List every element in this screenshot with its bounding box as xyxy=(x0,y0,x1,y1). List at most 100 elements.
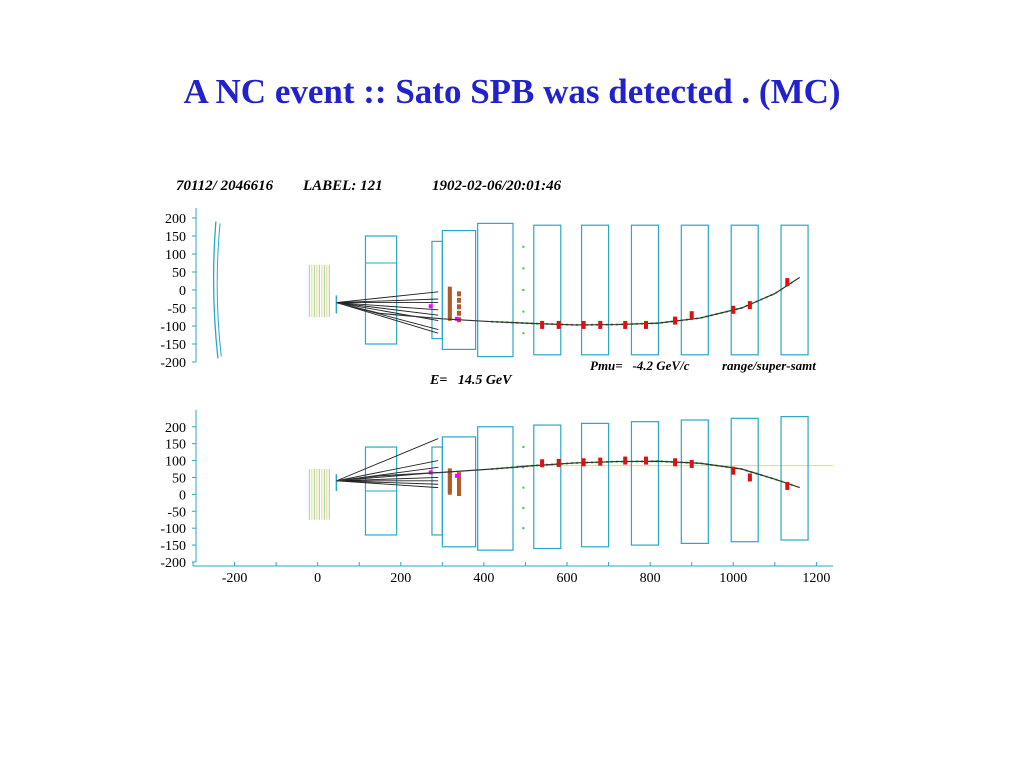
secondary-track xyxy=(336,480,439,485)
y-tick-label: 200 xyxy=(165,212,186,227)
muon-hit xyxy=(540,459,545,468)
hadron-deposit xyxy=(456,304,461,310)
muon-hit xyxy=(689,311,694,320)
detector-module xyxy=(364,235,398,345)
detector-module xyxy=(431,240,443,340)
y-tick-label: 150 xyxy=(165,438,186,453)
muon-hit xyxy=(673,316,678,325)
x-tick-label: 1200 xyxy=(802,571,830,586)
green-hit xyxy=(522,245,525,248)
secondary-track xyxy=(336,460,439,482)
event-timestamp: 1902-02-06/20:01:46 xyxy=(432,178,562,194)
detector-module xyxy=(533,224,562,356)
detector-module xyxy=(533,424,562,550)
green-hit xyxy=(522,527,525,530)
secondary-track xyxy=(336,480,439,489)
muon-track xyxy=(336,460,800,489)
x-tick-label: 800 xyxy=(640,571,661,586)
magenta-hit xyxy=(454,473,459,478)
momentum-readout: Pmu= -4.2 GeV/c xyxy=(590,358,690,373)
y-tick-label: -150 xyxy=(160,338,186,353)
green-hit xyxy=(522,486,525,489)
y-tick-label: -100 xyxy=(160,320,186,335)
hadron-deposit xyxy=(456,291,461,297)
hadron-deposit xyxy=(456,481,461,487)
magenta-hit xyxy=(428,304,433,309)
hadron-deposit xyxy=(456,310,461,316)
y-tick-label: 50 xyxy=(172,471,186,486)
y-tick-label: 150 xyxy=(165,230,186,245)
muon-hit xyxy=(598,320,603,329)
detector-module xyxy=(780,416,809,541)
green-hit xyxy=(522,289,525,291)
x-tick-label: 200 xyxy=(390,571,411,586)
green-hit xyxy=(522,466,525,469)
hadron-deposit xyxy=(447,299,452,305)
y-tick-label: -150 xyxy=(160,539,186,554)
x-tick-label: 600 xyxy=(557,571,578,586)
hadron-deposit xyxy=(447,468,452,474)
muon-hit xyxy=(540,320,545,329)
muon-hit xyxy=(623,456,628,465)
muon-hit xyxy=(785,481,790,490)
y-tick-label: -200 xyxy=(160,556,186,571)
green-hit xyxy=(522,446,525,449)
hadron-deposit xyxy=(447,312,452,318)
event-id: 70112/ 2046616 xyxy=(176,178,274,194)
x-tick-label: 400 xyxy=(473,571,494,586)
detector-module xyxy=(477,222,514,358)
y-tick-label: 0 xyxy=(179,284,186,299)
y-tick-label: 200 xyxy=(165,421,186,436)
top-view-panel: 200 150 100 50 0 -50 -100 -150 -200 xyxy=(160,208,809,371)
energy-readout: E= 14.5 GeV xyxy=(429,373,513,388)
veto-wire xyxy=(212,221,219,359)
muon-hit xyxy=(747,301,752,310)
detector-module xyxy=(680,419,709,545)
hadron-deposit xyxy=(447,289,452,295)
secondary-track xyxy=(336,291,439,304)
detector-module xyxy=(580,224,610,356)
secondary-track xyxy=(336,298,439,304)
y-tick-label: 100 xyxy=(165,455,186,470)
secondary-track xyxy=(336,438,439,482)
event-label: LABEL: 121 xyxy=(302,178,383,194)
x-tick-label: 0 xyxy=(314,571,321,586)
detector-module xyxy=(630,421,660,546)
green-hit xyxy=(522,310,525,313)
reconstruction-method: range/super-samt xyxy=(722,358,816,373)
secondary-track xyxy=(336,302,439,334)
slide-title: A NC event :: Sato SPB was detected . (M… xyxy=(183,72,841,111)
detector-module xyxy=(730,417,759,543)
muon-hit xyxy=(643,320,648,329)
magenta-hit xyxy=(454,316,459,321)
hadron-deposit xyxy=(456,486,461,492)
muon-hit xyxy=(731,466,736,475)
hadron-deposit xyxy=(447,309,452,315)
veto-wire xyxy=(216,223,222,357)
hadron-deposit xyxy=(447,293,452,299)
hadron-deposit xyxy=(456,476,461,482)
detector-module xyxy=(431,446,443,536)
secondary-track xyxy=(336,302,439,322)
y-tick-label: -200 xyxy=(160,356,186,371)
muon-hit xyxy=(673,458,678,467)
muon-hit xyxy=(643,456,648,465)
x-tick-label: 1000 xyxy=(719,571,747,586)
y-tick-label: 100 xyxy=(165,248,186,263)
muon-hit xyxy=(689,459,694,468)
detector-module xyxy=(630,224,660,356)
hadron-deposit xyxy=(456,491,461,497)
muon-hit xyxy=(747,473,752,482)
secondary-track xyxy=(336,302,439,316)
detector-module xyxy=(477,426,514,551)
muon-track xyxy=(336,276,801,326)
green-hit xyxy=(522,332,525,335)
detector-module xyxy=(680,224,709,356)
secondary-track xyxy=(336,302,439,311)
hadron-deposit xyxy=(447,306,452,312)
y-tick-label: -50 xyxy=(167,302,186,317)
detector-module xyxy=(780,224,809,356)
detector-module xyxy=(730,224,759,356)
